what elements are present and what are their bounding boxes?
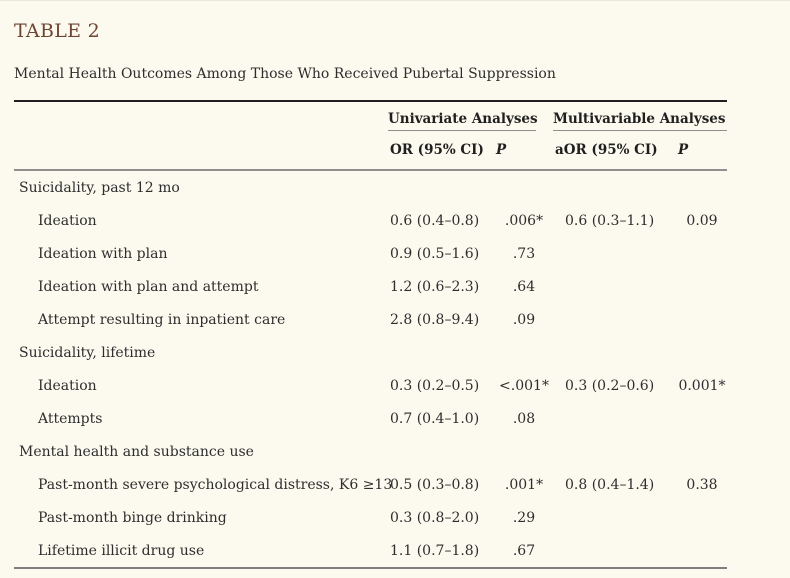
section-label: Mental health and substance use [19,443,254,460]
p-value-multivariable [677,501,727,534]
aor-value [553,170,677,204]
aor-value [553,303,677,336]
p-column-header-univariate: P [496,142,507,158]
or-value: 0.6 (0.4–0.8) [390,212,480,229]
p-value-multivariable [677,534,727,568]
table-title: TABLE 2 [14,20,101,42]
p-value-multivariable: 0.001* [678,377,726,394]
p-value: <.001* [499,377,549,394]
row-label: Attempt resulting in inpatient care [38,311,286,328]
aor-value [553,402,677,435]
table-row-lifetime-attempts: Attempts 0.7 (0.4–1.0) .08 [14,402,727,435]
p-value-multivariable [677,270,727,303]
p-value-multivariable [677,303,727,336]
column-header-row: OR (95% CI) P aOR (95% CI) P [14,131,727,170]
aor-value [553,534,677,568]
table-row-binge-drinking: Past-month binge drinking 0.3 (0.8–2.0) … [14,501,727,534]
table-caption: Mental Health Outcomes Among Those Who R… [14,66,556,82]
table-row-ideation: Ideation 0.6 (0.4–0.8) .006* 0.6 (0.3–1.… [14,204,727,237]
or-value: 0.3 (0.2–0.5) [390,377,480,394]
p-value: .006* [504,212,544,229]
aor-value: 0.6 (0.3–1.1) [565,212,655,229]
table-row-psychological-distress: Past-month severe psychological distress… [14,468,727,501]
p-column-header-multivariable: P [678,142,689,158]
or-column-header: OR (95% CI) [390,142,484,158]
multivariable-group-header-cell: Multivariable Analyses [553,101,727,131]
p-value: .08 [512,410,536,427]
section-row-suicidality-lifetime: Suicidality, lifetime [14,336,727,369]
row-label: Past-month severe psychological distress… [38,476,393,493]
or-value: 0.9 (0.5–1.6) [390,245,480,262]
p-value-multivariable [677,402,727,435]
group-header-row: Univariate Analyses Multivariable Analys… [14,101,727,131]
row-label: Ideation with plan [38,245,168,262]
p-value-multivariable [677,237,727,270]
empty-header-cell [14,131,388,170]
p-value: .67 [512,542,536,559]
p-value: .29 [512,509,536,526]
univariate-group-header: Univariate Analyses [388,102,538,131]
p-value: .001* [504,476,544,493]
outcomes-table: Univariate Analyses Multivariable Analys… [14,100,727,569]
p-value [495,336,553,369]
univariate-group-header-cell: Univariate Analyses [388,101,553,131]
aor-value [553,336,677,369]
p-value-multivariable [677,435,727,468]
aor-value [553,435,677,468]
table-row-illicit-drug-use: Lifetime illicit drug use 1.1 (0.7–1.8) … [14,534,727,568]
aor-column-header: aOR (95% CI) [555,142,658,158]
aor-value [553,501,677,534]
row-label: Lifetime illicit drug use [38,542,205,559]
p-value [495,170,553,204]
table-row-ideation-with-plan: Ideation with plan 0.9 (0.5–1.6) .73 [14,237,727,270]
aor-value [553,270,677,303]
p-value: .64 [512,278,536,295]
section-label: Suicidality, lifetime [19,344,156,361]
aor-value: 0.3 (0.2–0.6) [565,377,655,394]
p-value: .09 [512,311,536,328]
p-value-multivariable [677,336,727,369]
or-value [388,435,495,468]
p-value-multivariable: 0.38 [686,476,718,493]
section-label: Suicidality, past 12 mo [19,179,180,196]
row-label: Attempts [38,410,103,427]
or-value: 1.2 (0.6–2.3) [390,278,480,295]
or-value: 1.1 (0.7–1.8) [390,542,480,559]
or-value: 0.3 (0.8–2.0) [390,509,480,526]
p-value-multivariable [677,170,727,204]
row-label: Past-month binge drinking [38,509,227,526]
aor-value: 0.8 (0.4–1.4) [565,476,655,493]
p-value: .73 [512,245,536,262]
row-label: Ideation [38,212,97,229]
table-row-lifetime-ideation: Ideation 0.3 (0.2–0.5) <.001* 0.3 (0.2–0… [14,369,727,402]
multivariable-group-header: Multivariable Analyses [553,102,727,131]
table-row-ideation-with-plan-and-attempt: Ideation with plan and attempt 1.2 (0.6–… [14,270,727,303]
or-value: 2.8 (0.8–9.4) [390,311,480,328]
p-value-multivariable: 0.09 [686,212,718,229]
aor-value [553,237,677,270]
or-value: 0.7 (0.4–1.0) [390,410,480,427]
table-row-attempt-inpatient-care: Attempt resulting in inpatient care 2.8 … [14,303,727,336]
row-label: Ideation with plan and attempt [38,278,259,295]
row-label: Ideation [38,377,97,394]
empty-header-cell [14,101,388,131]
or-value [388,336,495,369]
or-value [388,170,495,204]
section-row-suicidality-past-12-mo: Suicidality, past 12 mo [14,170,727,204]
or-value: 0.5 (0.3–0.8) [390,476,480,493]
p-value [495,435,553,468]
section-row-mental-health-substance-use: Mental health and substance use [14,435,727,468]
